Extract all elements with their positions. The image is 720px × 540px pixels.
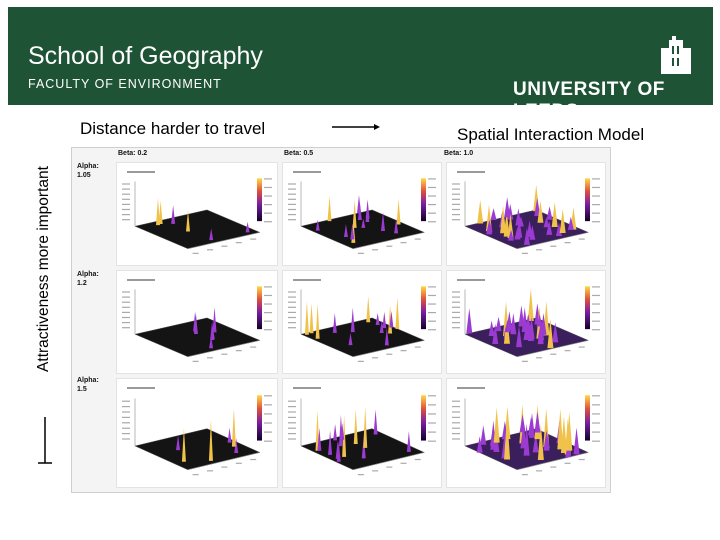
column-header-beta-0-2: Beta: 0.2 bbox=[118, 150, 148, 157]
surface-plot-graphic bbox=[452, 171, 600, 254]
y-direction-arrow-icon bbox=[38, 417, 52, 464]
surface-plot-r3-c1 bbox=[116, 378, 278, 488]
surface-plot-r3-c2 bbox=[282, 378, 442, 488]
surface-plot-graphic bbox=[452, 387, 600, 476]
surface-plot-r3-c3 bbox=[446, 378, 606, 488]
surface-plot-graphic bbox=[452, 279, 600, 362]
surface-plot-r2-c3 bbox=[446, 270, 606, 374]
y-axis-title-wrap: Attractiveness more important bbox=[34, 132, 54, 407]
surface-plot-r1-c3 bbox=[446, 162, 606, 266]
column-header-beta-1-0: Beta: 1.0 bbox=[444, 150, 474, 157]
surface-plot-grid: Beta: 0.2 Beta: 0.5 Beta: 1.0 Alpha: 1.0… bbox=[71, 147, 611, 493]
x-axis-title: Distance harder to travel bbox=[80, 119, 266, 138]
column-header-beta-0-5: Beta: 0.5 bbox=[284, 150, 314, 157]
row-header-alpha-1-5: Alpha: 1.5 bbox=[77, 377, 99, 393]
university-crest-icon bbox=[661, 36, 691, 74]
university-logo-text: UNIVERSITY OF LEEDS bbox=[513, 79, 665, 122]
surface-plot-graphic bbox=[288, 387, 436, 476]
surface-plot-graphic bbox=[122, 171, 272, 254]
surface-plot-graphic bbox=[288, 171, 436, 254]
model-title: Spatial Interaction Model bbox=[457, 125, 645, 144]
surface-plot-r1-c1 bbox=[116, 162, 278, 266]
surface-plot-r1-c2 bbox=[282, 162, 442, 266]
row-header-alpha-1-05: Alpha: 1.05 bbox=[77, 163, 99, 179]
school-title: School of Geography bbox=[28, 42, 263, 70]
row-header-alpha-1-2: Alpha: 1.2 bbox=[77, 271, 99, 287]
faculty-name: FACULTY OF ENVIRONMENT bbox=[28, 77, 222, 91]
surface-plot-graphic bbox=[288, 279, 436, 362]
header-banner: School of Geography FACULTY OF ENVIRONME… bbox=[8, 7, 713, 122]
surface-plot-r2-c1 bbox=[116, 270, 278, 374]
x-direction-arrow-icon bbox=[332, 124, 380, 130]
surface-plot-graphic bbox=[122, 387, 272, 476]
surface-plot-graphic bbox=[122, 279, 272, 362]
y-axis-title: Attractiveness more important bbox=[35, 166, 52, 372]
surface-plot-r2-c2 bbox=[282, 270, 442, 374]
